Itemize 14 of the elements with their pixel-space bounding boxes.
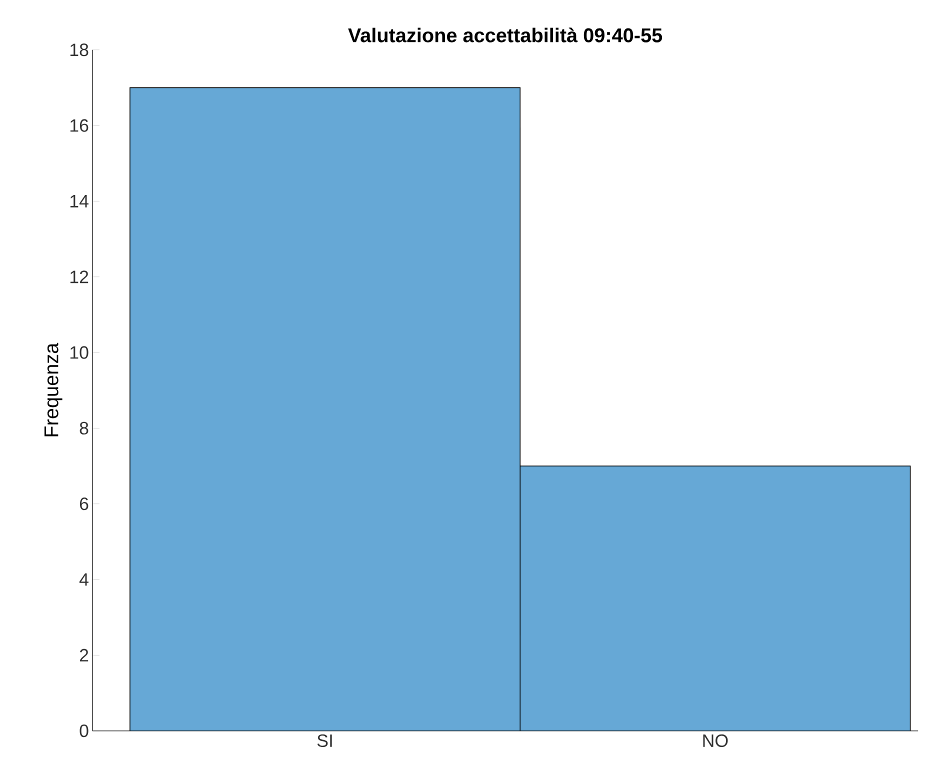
y-tick-label: 4: [79, 574, 88, 586]
y-tick-label: 6: [80, 498, 88, 510]
y-tick-label: 8: [80, 422, 88, 435]
y-tick-label: 14: [70, 195, 88, 208]
x-tick-label: NO: [703, 734, 728, 748]
y-tick-label: 2: [80, 649, 88, 662]
chart-title: Valutazione accettabilità 09:40-55: [348, 28, 662, 43]
y-tick-label: 10: [70, 346, 88, 359]
y-tick-label: 16: [70, 119, 88, 132]
y-tick-label: 18: [70, 44, 88, 56]
y-tick-label: 12: [70, 270, 88, 284]
x-tick-label: SI: [317, 734, 332, 748]
y-axis-title: Frequenza: [44, 343, 62, 436]
y-tick-label: 0: [80, 724, 88, 738]
